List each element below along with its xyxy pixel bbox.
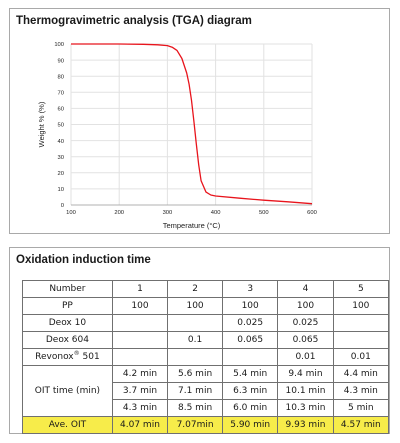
table-row: 3.7 min 7.1 min 6.3 min 10.1 min 4.3 min [23, 382, 390, 400]
oit-value-cell: 7.1 min [167, 382, 224, 400]
header-cell: Number [22, 280, 113, 298]
table-row: Number 1 2 3 4 5 [22, 280, 390, 298]
oit-table-panel: Oxidation induction time Number 1 2 3 4 5 PP 10… [9, 247, 390, 434]
row-label: Deox 604 [22, 331, 113, 349]
oit-value-cell: 6.3 min [222, 382, 279, 400]
x-axis-label: Temperature (°C) [163, 221, 221, 230]
avg-oit-cell: 5.90 min [222, 416, 279, 434]
table-cell [167, 314, 224, 332]
oit-value-cell: 4.3 min [332, 382, 390, 400]
revonox-number: 501 [79, 352, 100, 362]
table-cell: 0.025 [222, 314, 279, 332]
avg-oit-cell: 9.93 min [277, 416, 334, 434]
y-tick-label: 60 [58, 107, 64, 113]
table-cell [167, 348, 224, 366]
header-cell: 1 [111, 280, 169, 298]
x-tick-label: 100 [66, 210, 76, 216]
oit-value-cell: 5 min [332, 399, 390, 417]
row-label: Deox 10 [22, 314, 113, 332]
table-cell [222, 348, 279, 366]
avg-oit-label: Ave. OIT [22, 416, 113, 434]
y-tick-label: 10 [58, 187, 64, 193]
series-line [71, 43, 313, 205]
tga-chart: 0 10 20 30 40 50 60 70 80 90 100 100 200 300 400 500 600… [37, 42, 317, 230]
header-cell: 5 [332, 280, 390, 298]
row-label-oit-time: OIT time (min) [22, 365, 113, 417]
table-row: Deox 604 0.1 0.065 0.065 [22, 331, 390, 349]
x-tick-label: 300 [163, 210, 173, 216]
table-cell [332, 314, 390, 332]
avg-oit-cell: 4.57 min [332, 416, 390, 434]
y-tick-label: 90 [58, 58, 64, 64]
oit-value-cell: 10.3 min [277, 399, 334, 417]
table-cell: 100 [332, 297, 390, 315]
table-cell: 0.01 [277, 348, 334, 366]
y-tick-label: 50 [58, 123, 64, 129]
revonox-name: Revonox [35, 352, 74, 362]
table-row: Revonox® 501 0.01 0.01 [22, 348, 390, 366]
row-label: PP [22, 297, 113, 315]
row-label-revonox: Revonox® 501 [22, 348, 113, 366]
table-cell: 0.025 [277, 314, 334, 332]
oit-value-cell: 4.4 min [332, 365, 390, 383]
x-tick-label: 400 [211, 210, 221, 216]
table-row: Deox 10 0.025 0.025 [22, 314, 390, 332]
header-cell: 4 [277, 280, 334, 298]
oit-value-cell: 3.7 min [111, 382, 169, 400]
x-tick-label: 500 [259, 210, 269, 216]
x-tick-label: 200 [114, 210, 124, 216]
oit-table: Number 1 2 3 4 5 PP 100 100 100 100 100 Deox 10 0.025… [22, 280, 390, 434]
oit-value-cell: 4.2 min [111, 365, 169, 383]
y-tick-label: 30 [58, 155, 64, 161]
y-axis-label: Weight % (%) [37, 101, 46, 147]
registered-mark: ® [73, 350, 80, 357]
table-row: OIT time (min) 4.2 min 5.6 min 5.4 min 9.4 m… [22, 365, 390, 417]
tga-chart-panel: Thermogravimetric analysis (TGA) diagram… [9, 8, 390, 234]
y-tick-label: 80 [58, 74, 64, 80]
header-cell: 2 [167, 280, 224, 298]
oit-value-cell: 9.4 min [277, 365, 334, 383]
table-cell: 0.065 [277, 331, 334, 349]
x-tick-label: 600 [307, 210, 317, 216]
y-tick-label: 40 [58, 139, 64, 145]
table-cell: 100 [277, 297, 334, 315]
chart-title: Thermogravimetric analysis (TGA) diagram [16, 15, 252, 27]
y-tick-label: 100 [54, 42, 64, 48]
avg-oit-cell: 7.07min [167, 416, 224, 434]
table-title: Oxidation induction time [16, 254, 151, 266]
oit-value-cell: 6.0 min [222, 399, 279, 417]
table-cell [111, 331, 169, 349]
table-cell [111, 348, 169, 366]
table-cell [111, 314, 169, 332]
table-cell: 100 [222, 297, 279, 315]
y-tick-label: 20 [58, 171, 64, 177]
oit-value-cell: 5.4 min [222, 365, 279, 383]
y-tick-label: 70 [58, 91, 64, 97]
table-cell: 0.065 [222, 331, 279, 349]
table-cell: 0.1 [167, 331, 224, 349]
table-row: PP 100 100 100 100 100 [22, 297, 390, 315]
table-cell: 100 [111, 297, 169, 315]
table-row: Ave. OIT 4.07 min 7.07min 5.90 min 9.93 min 4… [22, 416, 390, 434]
table-cell [332, 331, 390, 349]
oit-value-cell: 10.1 min [277, 382, 334, 400]
avg-oit-cell: 4.07 min [111, 416, 169, 434]
oit-value-cell: 5.6 min [167, 365, 224, 383]
header-cell: 3 [222, 280, 279, 298]
oit-value-cell: 4.3 min [111, 399, 169, 417]
table-cell: 100 [167, 297, 224, 315]
table-cell: 0.01 [332, 348, 390, 366]
oit-value-cell: 8.5 min [167, 399, 224, 417]
y-tick-label: 0 [61, 203, 64, 209]
